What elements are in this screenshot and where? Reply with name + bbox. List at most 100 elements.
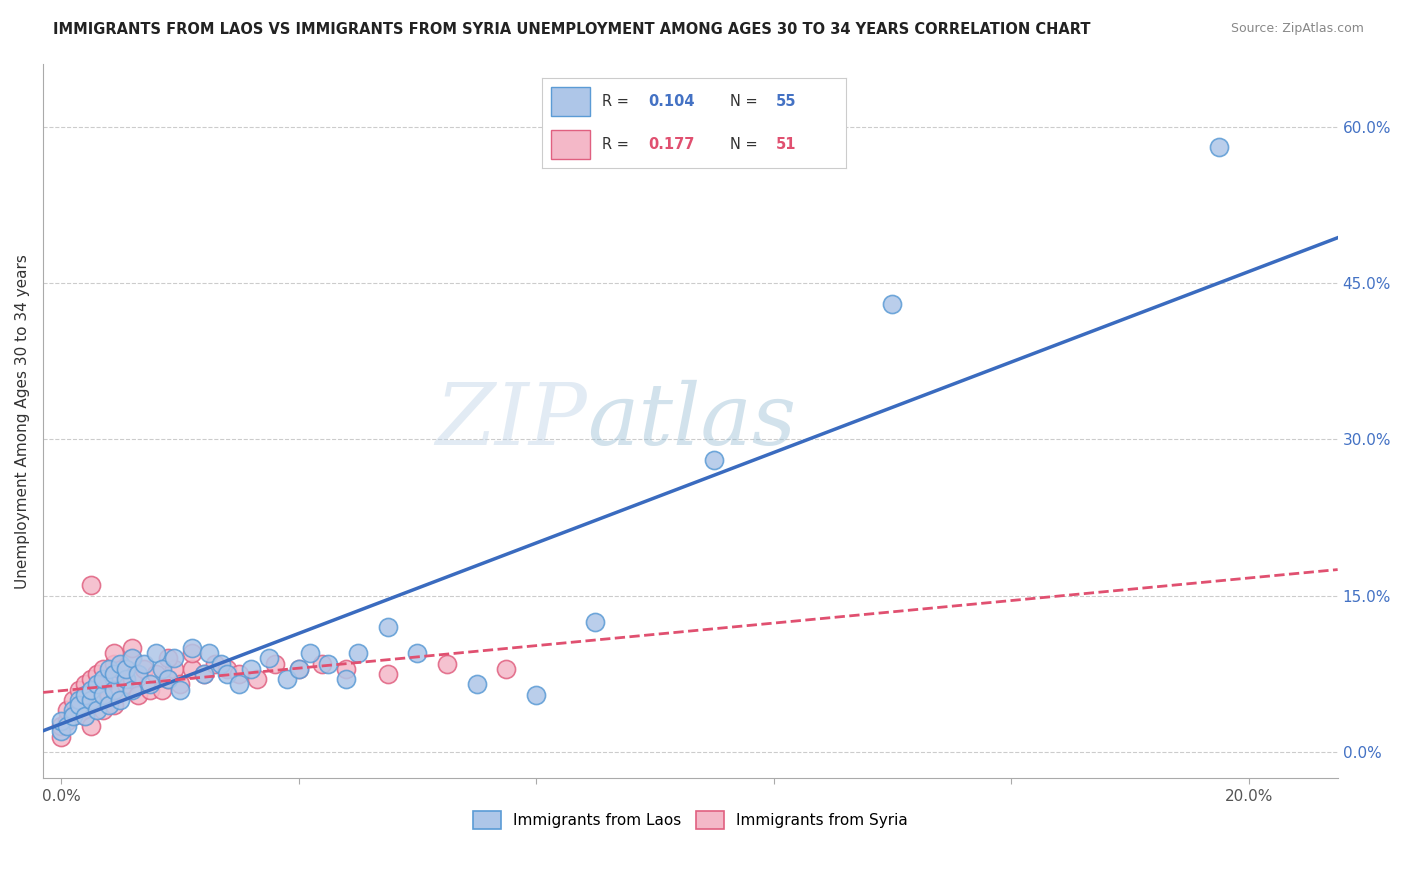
Point <box>169 677 191 691</box>
Point <box>139 677 162 691</box>
Point <box>1208 140 1230 154</box>
Point <box>121 640 143 655</box>
Point <box>86 703 108 717</box>
Point <box>335 662 357 676</box>
Point <box>169 682 191 697</box>
Point <box>67 703 90 717</box>
Point <box>257 651 280 665</box>
Point <box>73 708 96 723</box>
Point <box>86 677 108 691</box>
Point <box>163 662 186 676</box>
Point <box>49 714 72 728</box>
Point <box>103 657 125 671</box>
Point <box>121 672 143 686</box>
Point <box>377 620 399 634</box>
Point <box>91 688 114 702</box>
Point <box>121 682 143 697</box>
Point <box>80 693 103 707</box>
Point <box>156 672 179 686</box>
Point <box>62 693 84 707</box>
Point <box>103 646 125 660</box>
Point <box>180 662 202 676</box>
Point <box>335 672 357 686</box>
Point <box>103 667 125 681</box>
Point <box>228 667 250 681</box>
Point <box>246 672 269 686</box>
Point <box>139 682 162 697</box>
Legend: Immigrants from Laos, Immigrants from Syria: Immigrants from Laos, Immigrants from Sy… <box>467 805 914 835</box>
Point <box>110 662 132 676</box>
Point <box>204 657 226 671</box>
Point <box>228 677 250 691</box>
Point <box>156 672 179 686</box>
Point <box>62 708 84 723</box>
Point <box>103 682 125 697</box>
Point <box>73 677 96 691</box>
Point <box>62 708 84 723</box>
Text: IMMIGRANTS FROM LAOS VS IMMIGRANTS FROM SYRIA UNEMPLOYMENT AMONG AGES 30 TO 34 Y: IMMIGRANTS FROM LAOS VS IMMIGRANTS FROM … <box>53 22 1091 37</box>
Point <box>882 297 904 311</box>
Point <box>163 651 186 665</box>
Point <box>524 688 547 702</box>
Point <box>91 662 114 676</box>
Point <box>49 730 72 744</box>
Point <box>145 646 167 660</box>
Point <box>97 698 120 713</box>
Point <box>150 662 173 676</box>
Point <box>91 672 114 686</box>
Point <box>217 662 239 676</box>
Point <box>134 662 156 676</box>
Point <box>67 698 90 713</box>
Point <box>299 646 322 660</box>
Point <box>311 657 333 671</box>
Point <box>150 682 173 697</box>
Point <box>121 651 143 665</box>
Point <box>97 672 120 686</box>
Point <box>97 688 120 702</box>
Point <box>73 688 96 702</box>
Point <box>49 719 72 733</box>
Point <box>67 693 90 707</box>
Point <box>56 714 79 728</box>
Point <box>80 682 103 697</box>
Point <box>193 667 215 681</box>
Point <box>67 682 90 697</box>
Point <box>86 667 108 681</box>
Point <box>180 646 202 660</box>
Point <box>465 677 488 691</box>
Point <box>316 657 339 671</box>
Point <box>263 657 285 671</box>
Point <box>193 667 215 681</box>
Y-axis label: Unemployment Among Ages 30 to 34 years: Unemployment Among Ages 30 to 34 years <box>15 253 30 589</box>
Text: Source: ZipAtlas.com: Source: ZipAtlas.com <box>1230 22 1364 36</box>
Point <box>276 672 298 686</box>
Point <box>436 657 458 671</box>
Point <box>115 677 138 691</box>
Point <box>287 662 309 676</box>
Point <box>121 651 143 665</box>
Point <box>347 646 370 660</box>
Point <box>127 688 149 702</box>
Point <box>110 682 132 697</box>
Point <box>240 662 263 676</box>
Point <box>145 667 167 681</box>
Point <box>287 662 309 676</box>
Point <box>80 719 103 733</box>
Point <box>56 719 79 733</box>
Point <box>115 672 138 686</box>
Point <box>103 698 125 713</box>
Text: ZIP: ZIP <box>434 380 586 462</box>
Point <box>209 657 232 671</box>
Point <box>127 667 149 681</box>
Point <box>703 453 725 467</box>
Point <box>56 703 79 717</box>
Point <box>73 708 96 723</box>
Point <box>80 578 103 592</box>
Point <box>115 662 138 676</box>
Point <box>156 651 179 665</box>
Point <box>134 657 156 671</box>
Point <box>62 703 84 717</box>
Point <box>97 662 120 676</box>
Point <box>217 667 239 681</box>
Point <box>377 667 399 681</box>
